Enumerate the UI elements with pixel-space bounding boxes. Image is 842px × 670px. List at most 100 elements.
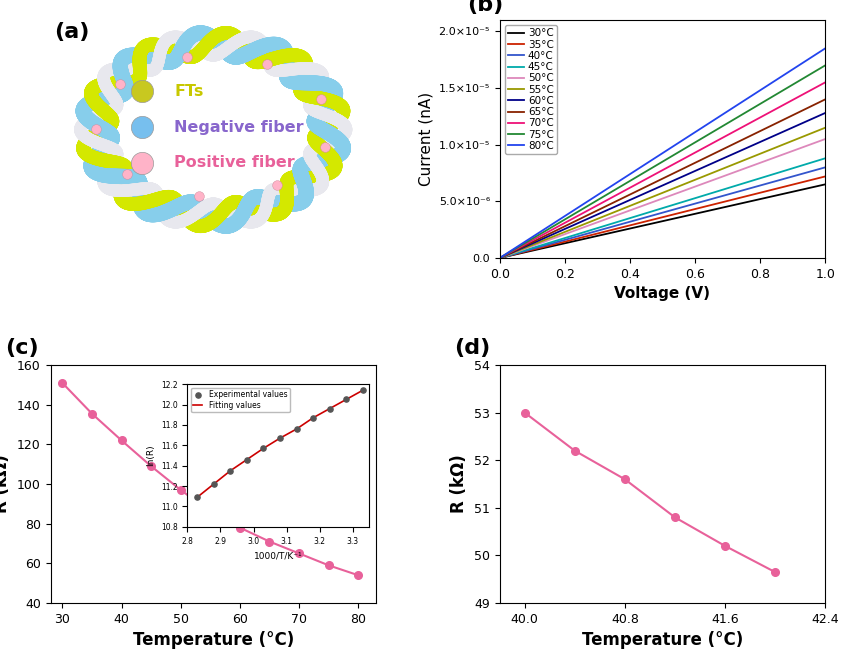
35°C [555,239,565,247]
45°C [820,154,830,162]
65°C [494,254,504,262]
80°C [581,198,591,206]
35°C [820,172,830,180]
65°C [514,245,525,253]
70°C [581,207,591,215]
Line: 40°C: 40°C [499,168,825,258]
X-axis label: Temperature (°C): Temperature (°C) [133,631,294,649]
60°C [555,227,565,235]
45°C [581,227,591,235]
60°C [514,245,525,253]
70°C [804,87,814,95]
45°C [804,159,814,168]
Line: 65°C: 65°C [499,99,825,258]
60°C [820,109,830,117]
80°C [820,44,830,52]
Text: (b): (b) [467,0,504,15]
45°C [792,163,802,171]
45°C [514,248,525,256]
75°C [820,62,830,70]
45°C [508,250,518,258]
75°C [494,254,504,262]
Text: FTs: FTs [174,84,204,99]
70°C [820,78,830,86]
60°C [792,121,802,129]
75°C [792,78,802,86]
45°C [494,254,504,262]
40°C [820,163,830,172]
Line: 80°C: 80°C [499,48,825,258]
35°C [508,251,518,259]
70°C [792,93,802,101]
30°C [508,251,518,259]
75°C [581,203,591,211]
55°C [514,246,525,254]
75°C [555,218,565,226]
65°C [792,109,802,117]
Line: 35°C: 35°C [499,176,825,258]
30°C [792,187,802,195]
Y-axis label: Current (nA): Current (nA) [418,92,433,186]
80°C [514,241,525,249]
55°C [581,219,591,227]
Legend: 30°C, 35°C, 40°C, 45°C, 50°C, 55°C, 60°C, 65°C, 70°C, 75°C, 80°C: 30°C, 35°C, 40°C, 45°C, 50°C, 55°C, 60°C… [505,25,557,154]
Y-axis label: R (kΩ): R (kΩ) [450,455,468,513]
40°C [792,171,802,179]
Text: (a): (a) [54,23,89,42]
35°C [804,176,814,184]
45°C [555,235,565,243]
30°C [494,254,504,262]
55°C [555,230,565,238]
40°C [494,254,504,262]
Line: 45°C: 45°C [499,158,825,258]
70°C [514,243,525,251]
40°C [555,237,565,245]
35°C [792,180,802,188]
X-axis label: Voltage (V): Voltage (V) [615,286,711,302]
50°C [514,247,525,255]
60°C [494,254,504,262]
30°C [804,184,814,192]
65°C [555,224,565,232]
30°C [555,241,565,249]
Line: 75°C: 75°C [499,66,825,258]
Y-axis label: R (kΩ): R (kΩ) [0,455,12,513]
35°C [514,249,525,257]
75°C [804,71,814,79]
Line: 30°C: 30°C [499,184,825,258]
80°C [792,62,802,70]
30°C [820,180,830,188]
50°C [804,141,814,149]
60°C [804,117,814,125]
30°C [514,249,525,257]
60°C [581,215,591,223]
40°C [514,249,525,257]
55°C [804,130,814,138]
65°C [508,248,518,256]
35°C [581,232,591,241]
50°C [494,254,504,262]
80°C [555,215,565,223]
X-axis label: Temperature (°C): Temperature (°C) [582,631,743,649]
35°C [494,254,504,262]
Text: (c): (c) [5,338,39,358]
70°C [555,221,565,229]
75°C [514,243,525,251]
30°C [581,234,591,243]
50°C [581,222,591,230]
50°C [792,145,802,153]
40°C [804,168,814,176]
40°C [581,230,591,238]
Text: Negative fiber: Negative fiber [174,120,304,135]
Text: (d): (d) [454,338,490,358]
65°C [820,95,830,103]
Line: 55°C: 55°C [499,128,825,258]
Text: Positive fiber: Positive fiber [174,155,295,170]
Line: 50°C: 50°C [499,139,825,258]
70°C [494,254,504,262]
80°C [494,254,504,262]
55°C [820,124,830,132]
55°C [792,135,802,143]
40°C [508,251,518,259]
50°C [555,232,565,240]
